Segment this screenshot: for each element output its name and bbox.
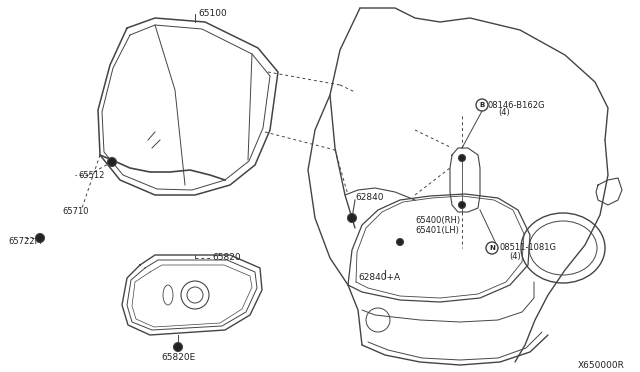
Text: 65100: 65100	[198, 10, 227, 19]
Circle shape	[397, 238, 403, 246]
Text: 65512: 65512	[78, 170, 104, 180]
Text: 08146-B162G: 08146-B162G	[488, 100, 545, 109]
Circle shape	[35, 234, 45, 243]
Text: 62840+A: 62840+A	[358, 273, 400, 282]
Text: X650000R: X650000R	[578, 360, 625, 369]
Circle shape	[366, 308, 390, 332]
Text: 65710: 65710	[62, 206, 88, 215]
Circle shape	[348, 214, 356, 222]
Text: (4): (4)	[498, 109, 509, 118]
Text: N: N	[489, 245, 495, 251]
Text: 62840: 62840	[355, 193, 383, 202]
Circle shape	[173, 343, 182, 352]
Circle shape	[187, 287, 203, 303]
Text: 08511-1081G: 08511-1081G	[499, 244, 556, 253]
Circle shape	[108, 157, 116, 167]
Text: 65722M: 65722M	[8, 237, 42, 246]
Text: 65400(RH): 65400(RH)	[415, 215, 460, 224]
Ellipse shape	[529, 221, 597, 275]
Circle shape	[458, 154, 465, 161]
Circle shape	[458, 202, 465, 208]
Text: 65401(LH): 65401(LH)	[415, 225, 459, 234]
Circle shape	[181, 281, 209, 309]
Text: 65820: 65820	[212, 253, 241, 263]
Ellipse shape	[521, 213, 605, 283]
Text: (4): (4)	[509, 253, 521, 262]
Circle shape	[476, 99, 488, 111]
Circle shape	[486, 242, 498, 254]
Text: B: B	[479, 102, 484, 108]
Text: 65820E: 65820E	[161, 353, 195, 362]
Ellipse shape	[163, 285, 173, 305]
